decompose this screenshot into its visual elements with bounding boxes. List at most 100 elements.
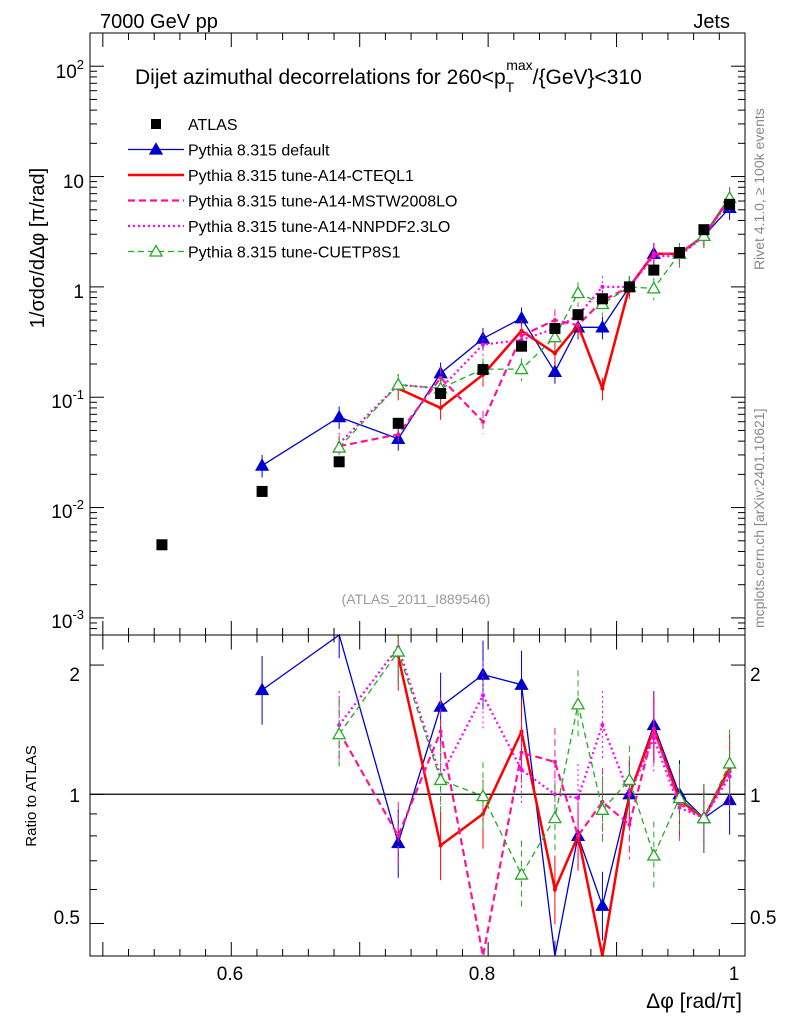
legend-entry-2: Pythia 8.315 tune-A14-CTEQL1 [128,168,414,185]
ratio-y-tick-labels: 2 1 0.5 2 1 0.5 [54,665,777,929]
plot-title-subscript: T [506,79,515,95]
series-1 [254,197,737,478]
main-y-axis-label: 1/σdσ/dΔφ [π/rad] [27,168,49,328]
ratio-tick-0.5-right: 0.5 [750,908,776,929]
legend-label: Pythia 8.315 tune-CUETP8S1 [188,245,401,262]
ratio-point [576,796,581,801]
legend-entry-3: Pythia 8.315 tune-A14-MSTW2008LO [128,194,457,211]
group-label: Jets [693,11,730,33]
plot-title-tail: /{GeV}<310 [533,66,642,89]
data-point [481,419,485,424]
ratio-point [627,822,632,827]
plot-title: Dijet azimuthal decorrelations for 260<p… [135,57,642,95]
legend-label: Pythia 8.315 tune-A14-NNPDF2.3LO [188,219,450,236]
data-point [254,458,270,471]
legend-entry-0: ATLAS [151,117,238,134]
legend-marker [148,142,164,155]
data-point [623,281,635,293]
ratio-point [481,693,485,698]
ratio-point [595,802,610,815]
ratio-point [651,736,656,741]
ratio-point [646,848,661,861]
data-point [477,364,489,376]
data-point [648,264,660,276]
analysis-watermark: (ATLAS_2011_I889546) [342,591,491,607]
legend-entry-1: Pythia 8.315 default [128,142,330,160]
ratio-plot-area [254,633,737,957]
data-point [392,417,404,429]
data-point [552,318,557,323]
ratio-point [570,697,586,710]
series-atlas [156,198,736,551]
rivet-side-label: Rivet 4.1.0, ≥ 100k events [751,108,767,270]
data-point [516,340,528,352]
ratio-series-0 [254,633,737,957]
ratio-point [332,726,347,740]
ratio-tick-0.5: 0.5 [54,908,80,929]
mcplots-side-label: mcplots.cern.ch [arXiv:2401.10621] [751,409,767,628]
data-point [391,377,406,390]
ratio-point [475,788,491,802]
x-tick-0.8: 0.8 [469,964,495,985]
ratio-series-2 [337,694,732,957]
data-point [156,539,168,551]
ratio-point [438,843,443,848]
ratio-point [396,833,401,838]
ratio-tick-1: 1 [69,786,80,807]
ratio-point [254,682,270,696]
plot-title-main: Dijet azimuthal decorrelations for 260<p [135,66,506,89]
data-point [596,293,608,305]
data-point [674,246,685,258]
legend-marker [151,119,161,129]
data-point [481,342,485,347]
data-point [724,198,736,210]
ratio-point [514,867,529,880]
y-tick-1e-1: 10-1 [51,387,84,413]
ratio-point [391,644,406,657]
ratio-point [627,792,632,797]
main-plot-area [156,187,737,551]
data-point [595,320,610,333]
data-point [600,284,605,289]
ratio-series-4 [332,635,737,910]
x-axis-label: Δφ [rad/π] [646,990,742,1013]
axis-ticks [90,32,746,956]
x-tick-labels: 0.6 0.8 1 [217,964,740,985]
data-point [547,329,563,343]
data-point [552,351,557,356]
legend-marker [148,244,164,257]
y-tick-10: 10 [63,172,84,193]
ratio-point [475,667,491,680]
ratio-tick-2-right: 2 [750,665,761,686]
ratio-point [622,772,637,786]
data-point [549,322,561,334]
ratio-series-3 [337,635,732,853]
ratio-point [514,677,529,690]
y-tick-1e-2: 10-2 [51,497,84,523]
legend-label: ATLAS [188,117,238,134]
ratio-point [727,774,732,779]
data-point [600,386,605,391]
ratio-point [552,887,557,892]
data-point [646,281,661,294]
ratio-panel-frame [89,634,746,957]
data-point [256,485,268,497]
ratio-point [696,810,712,824]
legend-label: Pythia 8.315 tune-A14-CTEQL1 [188,168,414,185]
data-point [333,456,345,468]
data-point [332,440,347,453]
ratio-point [519,767,524,772]
ratio-point [672,790,687,804]
legend-entry-4: Pythia 8.315 tune-A14-NNPDF2.3LO [128,219,450,236]
data-point [396,432,401,437]
data-point [570,285,586,299]
ratio-point [722,756,737,769]
legend-label: Pythia 8.315 default [188,143,330,160]
data-point [438,405,443,410]
ratio-tick-1-right: 1 [750,786,761,807]
ratio-point [433,772,448,786]
x-tick-1: 1 [729,964,740,985]
ratio-tick-2: 2 [69,665,80,686]
series-line [338,199,731,445]
